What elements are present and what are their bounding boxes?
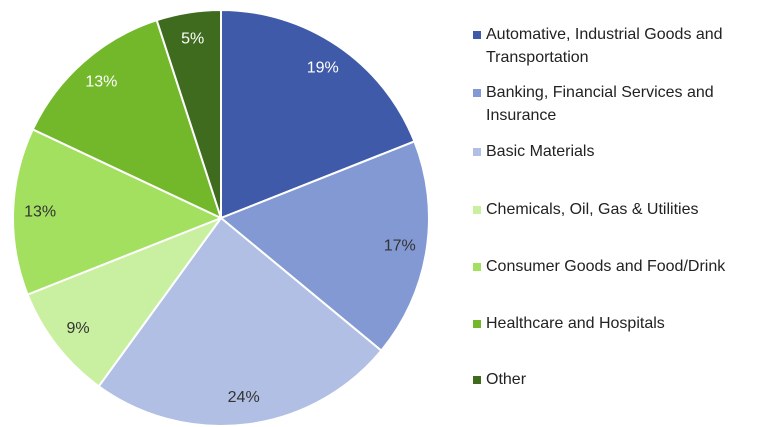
legend-label: Automative, Industrial Goods and Transpo… [486,26,723,66]
legend-swatch [473,206,481,214]
slice-label: 13% [85,73,117,90]
legend-item: Basic Materials [473,140,763,163]
legend-swatch [473,376,481,384]
pie-slice [155,8,222,219]
pie-slice [220,8,416,220]
slice-label: 19% [307,60,339,77]
slice-label: 9% [66,320,89,337]
legend-label: Other [486,371,527,388]
legend-swatch [473,31,481,39]
legend-swatch [473,89,481,97]
slice-label: 13% [24,204,56,221]
legend-label: Consumer Goods and Food/Drink [486,258,726,275]
legend-item: Consumer Goods and Food/Drink [473,255,763,278]
pie-slice [97,216,383,427]
legend-label: Banking, Financial Services and Insuranc… [486,84,714,124]
legend-label: Basic Materials [486,143,595,160]
legend-item: Banking, Financial Services and Insuranc… [473,81,763,127]
legend-label: Healthcare and Hospitals [486,315,665,332]
legend-item: Healthcare and Hospitals [473,312,763,335]
pie-slice [31,18,223,220]
legend-swatch [473,320,481,328]
legend-swatch [473,148,481,156]
slice-label: 24% [228,389,260,406]
slice-label: 5% [181,30,204,47]
legend-label: Chemicals, Oil, Gas & Utilities [486,201,699,218]
pie-slice [12,128,224,296]
slice-label: 17% [384,238,416,255]
legend-item: Chemicals, Oil, Gas & Utilities [473,198,763,221]
legend-item: Automative, Industrial Goods and Transpo… [473,23,763,69]
legend-swatch [473,263,481,271]
pie-slice [219,140,430,352]
pie-slice [26,215,224,388]
legend-item: Other [473,368,763,391]
